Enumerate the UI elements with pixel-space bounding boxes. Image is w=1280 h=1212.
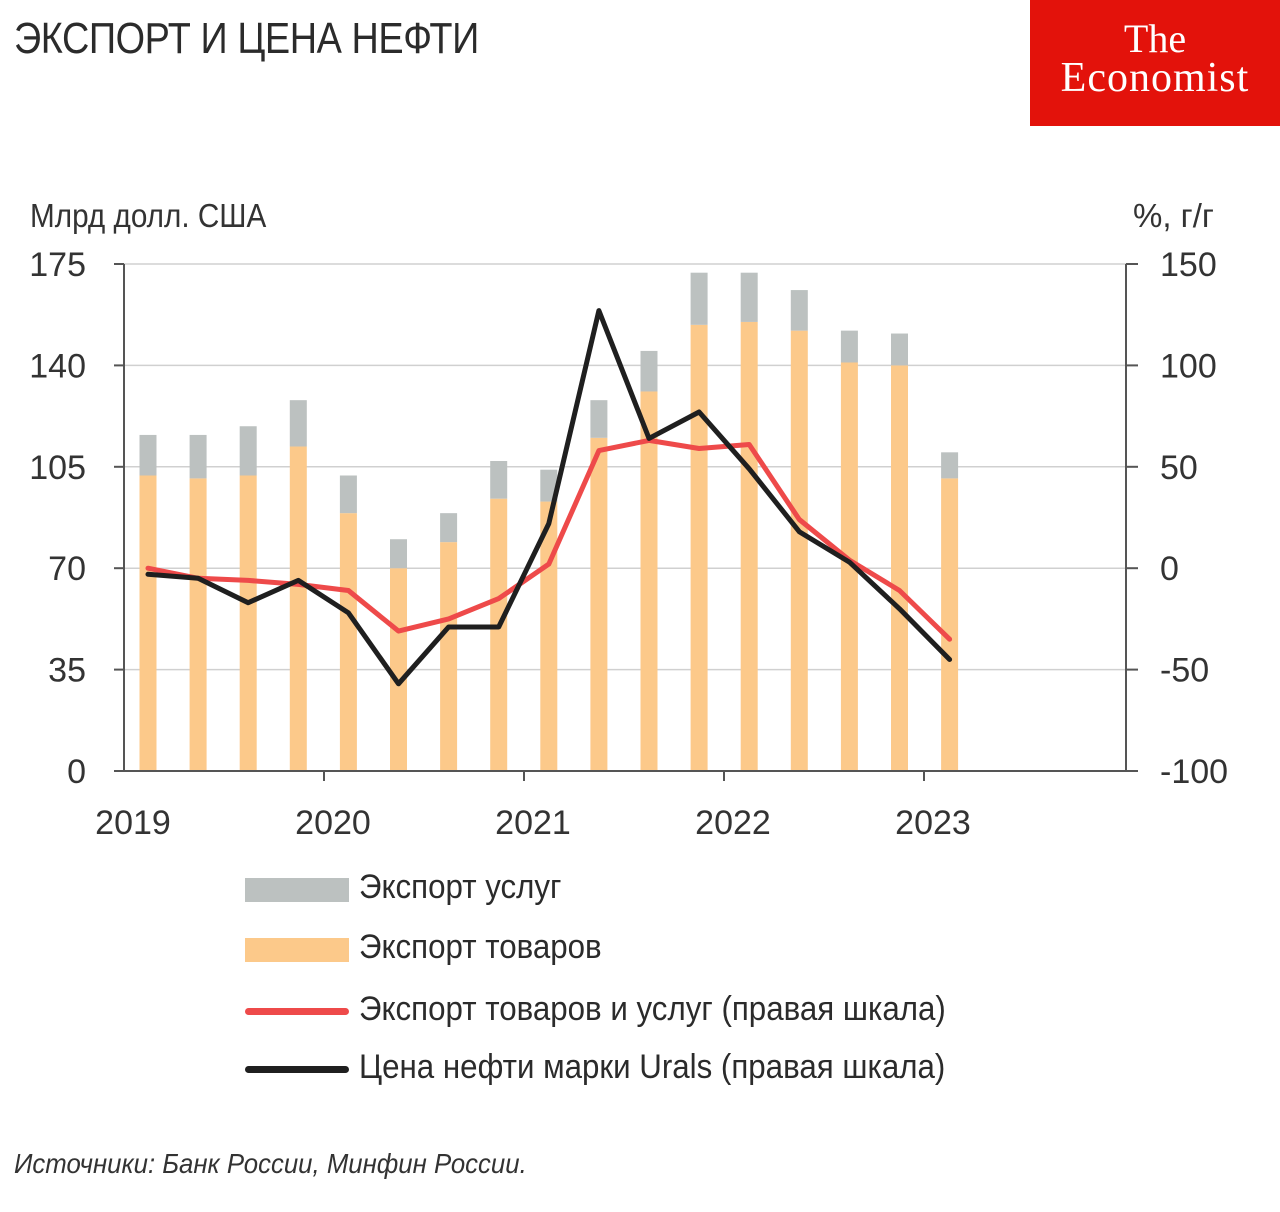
bar-goods <box>891 365 908 771</box>
line-urals-price <box>145 308 953 687</box>
x-tick-label: 2021 <box>495 804 571 842</box>
legend-label-total-exports: Экспорт товаров и услуг (правая шкала) <box>359 990 946 1028</box>
lines <box>145 308 953 687</box>
bar-goods <box>390 568 407 771</box>
legend-label-urals-price: Цена нефти марки Urals (правая шкала) <box>359 1048 946 1086</box>
source-note: Источники: Банк России, Минфин России. <box>14 1148 527 1179</box>
bars <box>139 272 959 771</box>
right-tick-label: 0 <box>1160 550 1179 588</box>
left-tick-label: 35 <box>48 652 86 690</box>
bar-goods <box>790 330 808 771</box>
bar-services <box>239 426 257 476</box>
bar-goods <box>640 391 658 771</box>
axes <box>114 263 1138 781</box>
legend-swatch-goods <box>245 938 349 962</box>
logo-line-2: Economist <box>1060 55 1250 101</box>
legend-label-goods: Экспорт товаров <box>359 928 602 966</box>
bar-goods <box>189 478 207 771</box>
bar-goods <box>740 321 758 771</box>
bar-services <box>339 475 357 514</box>
legend-item-urals-price: Цена нефти марки Urals (правая шкала) <box>245 1048 1045 1098</box>
x-tick-label: 2023 <box>895 804 971 842</box>
bar-services <box>790 290 808 331</box>
left-tick-label: 175 <box>29 246 86 284</box>
bar-services <box>139 434 157 476</box>
right-axis-unit: %, г/г <box>1133 197 1214 234</box>
x-tick-label: 2019 <box>95 804 171 842</box>
bar-goods <box>490 498 508 771</box>
bar-goods <box>941 478 959 771</box>
bar-services <box>490 461 508 499</box>
chart-title: ЭКСПОРТ И ЦЕНА НЕФТИ <box>14 14 479 63</box>
legend-swatch-urals-price <box>245 1066 349 1073</box>
right-tick-label: -50 <box>1160 652 1209 690</box>
x-tick-label: 2022 <box>695 804 771 842</box>
right-tick-label: 100 <box>1160 347 1217 385</box>
legend-item-goods: Экспорт товаров <box>245 928 1045 978</box>
right-tick-label: -100 <box>1160 753 1228 791</box>
bar-services <box>941 452 959 479</box>
bar-services <box>289 400 307 447</box>
bar-goods <box>590 437 608 771</box>
bar-goods <box>239 475 257 771</box>
bar-services <box>690 272 708 325</box>
bar-goods <box>690 324 708 771</box>
gridlines <box>124 263 1126 671</box>
economist-logo: The Economist <box>1030 0 1280 126</box>
left-tick-label: 70 <box>48 550 86 588</box>
bar-goods <box>289 446 307 771</box>
bar-services <box>640 350 658 392</box>
line-total-exports <box>145 437 953 642</box>
legend-item-total-exports: Экспорт товаров и услуг (правая шкала) <box>245 990 1045 1040</box>
bar-goods <box>440 542 458 771</box>
legend-swatch-total-exports <box>245 1008 349 1015</box>
x-tick-label: 2020 <box>295 804 371 842</box>
legend-swatch-services <box>245 878 349 902</box>
legend-label-services: Экспорт услуг <box>359 868 562 906</box>
bar-services <box>840 330 858 363</box>
bar-services <box>590 400 608 438</box>
bar-goods <box>339 513 357 771</box>
bar-goods <box>540 501 558 771</box>
bar-services <box>740 272 758 322</box>
tick-labels: 0 35 70 105 140 175 -100 -50 0 50 100 150 2019 2020 20… <box>29 246 1228 842</box>
right-tick-label: 150 <box>1160 246 1217 284</box>
right-tick-label: 50 <box>1160 449 1198 487</box>
chart-plot: 0 35 70 105 140 175 -100 -50 0 50 100 150 2019 2020 20… <box>29 246 1228 842</box>
left-axis-unit: Млрд долл. США <box>30 197 267 234</box>
left-tick-label: 140 <box>29 347 86 385</box>
bar-services <box>540 469 558 502</box>
bar-goods <box>840 362 858 771</box>
left-tick-label: 105 <box>29 449 86 487</box>
logo-line-1: The <box>1123 16 1187 61</box>
bar-services <box>189 434 207 479</box>
bar-services <box>390 539 407 569</box>
left-tick-label: 0 <box>67 753 86 791</box>
bar-services <box>440 513 458 543</box>
legend-item-services: Экспорт услуг <box>245 868 1045 918</box>
bar-goods <box>139 475 157 771</box>
bar-services <box>891 333 908 366</box>
